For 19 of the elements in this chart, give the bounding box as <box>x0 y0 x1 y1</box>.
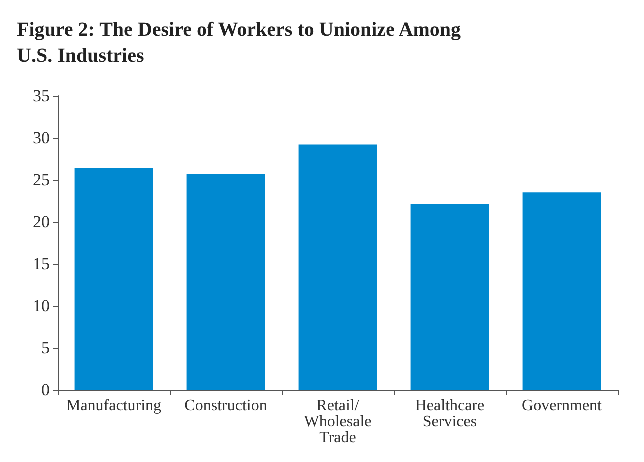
bar <box>410 204 490 390</box>
y-tick-label: 0 <box>42 380 50 400</box>
bar <box>186 174 266 390</box>
x-tick-label: Healthcare Services <box>415 398 485 430</box>
bar <box>298 144 378 390</box>
y-tick-label: 15 <box>33 254 50 274</box>
x-tick-label: Manufacturing <box>66 398 162 414</box>
x-tick-label: Government <box>522 398 603 414</box>
bar <box>74 168 154 390</box>
chart-title: Figure 2: The Desire of Workers to Unionize Among U.S. Industries <box>17 19 462 67</box>
y-tick-label: 35 <box>33 86 50 106</box>
y-tick-label: 30 <box>33 128 50 148</box>
y-tick-label: 10 <box>33 296 50 316</box>
y-tick-label: 25 <box>33 170 50 190</box>
x-tick-label: Retail/ Wholesale Trade <box>304 398 372 446</box>
y-tick-label: 20 <box>33 212 50 232</box>
bar <box>522 192 602 390</box>
x-tick-label: Construction <box>184 398 268 414</box>
y-tick-label: 5 <box>42 338 50 358</box>
